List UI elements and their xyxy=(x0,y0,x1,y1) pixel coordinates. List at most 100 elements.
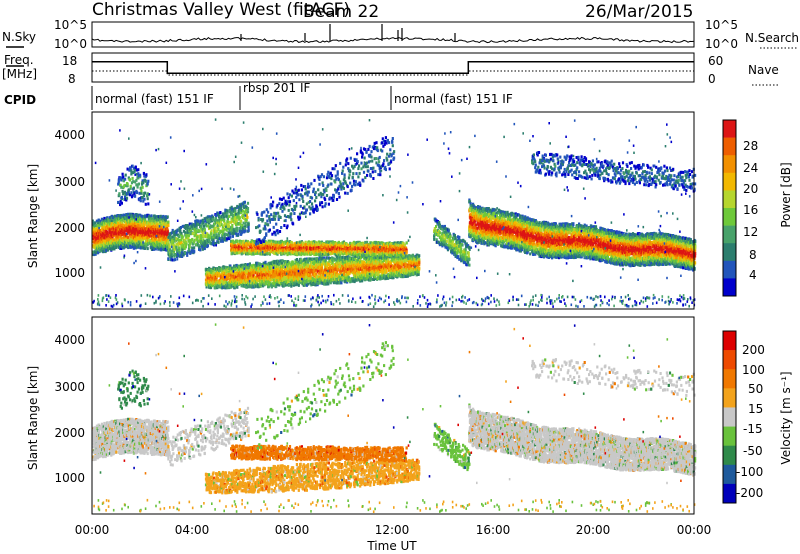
power-cell xyxy=(243,227,246,230)
power-cell xyxy=(168,232,171,236)
power-cell xyxy=(147,235,150,239)
power-cell xyxy=(94,224,97,228)
power-cell xyxy=(204,218,208,222)
power-cell xyxy=(134,224,137,228)
power-cell xyxy=(141,185,144,189)
power-cell xyxy=(125,196,129,200)
power-cell xyxy=(201,218,204,222)
power-cell xyxy=(169,252,172,256)
power-cell xyxy=(230,230,233,234)
power-cell xyxy=(211,218,214,221)
power-cell xyxy=(205,216,208,220)
power-cell xyxy=(238,264,241,268)
power-cell xyxy=(278,261,282,265)
power-cell xyxy=(124,220,127,223)
power-cell xyxy=(209,220,212,223)
power-cell xyxy=(110,225,113,229)
power-cell xyxy=(132,180,135,184)
power-cell xyxy=(201,232,204,235)
power-cell xyxy=(112,219,115,223)
power-cell xyxy=(142,242,145,246)
power-cell xyxy=(158,215,161,219)
power-cell xyxy=(235,263,238,267)
power-cell xyxy=(137,233,140,236)
power-cell xyxy=(280,259,283,263)
power-cell xyxy=(229,278,232,282)
power-cell xyxy=(242,213,245,217)
power-cell xyxy=(265,276,268,280)
power-cell xyxy=(285,279,288,283)
power-cell xyxy=(172,230,175,234)
power-cell xyxy=(97,236,100,240)
power-cell xyxy=(115,221,118,224)
power-cell xyxy=(129,212,132,216)
power-cell xyxy=(223,270,226,274)
power-cell xyxy=(255,266,258,270)
power-cell xyxy=(179,238,182,242)
power-cell xyxy=(216,229,219,233)
power-cell xyxy=(122,242,125,246)
freq-left-tick-top: 18 xyxy=(62,54,77,68)
power-cell xyxy=(218,237,221,241)
power-cell xyxy=(168,243,171,247)
power-cell xyxy=(211,215,214,219)
power-cell xyxy=(95,251,98,254)
power-cell xyxy=(219,267,222,271)
power-cell xyxy=(142,236,145,240)
power-cell xyxy=(241,263,244,267)
power-cell xyxy=(230,273,233,277)
power-cell xyxy=(122,179,125,183)
power-cell xyxy=(228,280,231,283)
power-cell xyxy=(209,216,213,220)
power-cell xyxy=(302,283,305,287)
power-cell xyxy=(200,225,203,228)
power-cell xyxy=(298,260,302,264)
power-cell xyxy=(114,235,117,239)
power-cell xyxy=(108,222,112,226)
power-cell xyxy=(243,216,246,220)
power-cell xyxy=(264,260,267,264)
power-cell xyxy=(211,242,214,246)
power-cell xyxy=(136,183,139,187)
power-cell xyxy=(257,273,260,277)
power-cell xyxy=(103,221,107,225)
power-cell xyxy=(213,271,216,275)
power-cell xyxy=(154,244,157,248)
power-cell xyxy=(93,222,96,226)
power-cell xyxy=(278,269,282,273)
power-cell xyxy=(195,224,198,228)
power-cell xyxy=(176,248,179,252)
power-cell xyxy=(232,282,235,286)
power-cell xyxy=(160,238,163,242)
power-cell xyxy=(154,247,157,251)
power-cell xyxy=(175,242,178,246)
power-cell xyxy=(120,214,123,218)
power-cell xyxy=(160,234,163,238)
power-cell xyxy=(294,260,297,264)
power-cell xyxy=(181,224,184,228)
power-cell xyxy=(164,227,167,231)
power-cell xyxy=(162,244,166,248)
power-cell xyxy=(123,183,126,187)
power-cell xyxy=(162,235,166,239)
power-cell xyxy=(244,222,247,226)
power-cell xyxy=(124,214,127,218)
power-cell xyxy=(221,235,224,239)
power-cell xyxy=(229,209,232,213)
cpid-label: CPID xyxy=(4,93,36,107)
power-cell xyxy=(278,283,281,287)
power-cell xyxy=(150,239,153,243)
power-cell xyxy=(137,182,140,186)
power-cell xyxy=(267,285,270,288)
power-cell xyxy=(233,229,236,233)
power-cell xyxy=(115,245,118,249)
power-cell xyxy=(301,260,304,264)
power-cell xyxy=(126,239,129,243)
power-cell xyxy=(180,231,183,235)
power-cell xyxy=(129,226,132,230)
power-cell xyxy=(267,276,270,280)
power-cell xyxy=(142,171,145,175)
power-cell xyxy=(187,250,190,254)
power-cell xyxy=(124,190,127,194)
power-cell xyxy=(206,268,209,271)
